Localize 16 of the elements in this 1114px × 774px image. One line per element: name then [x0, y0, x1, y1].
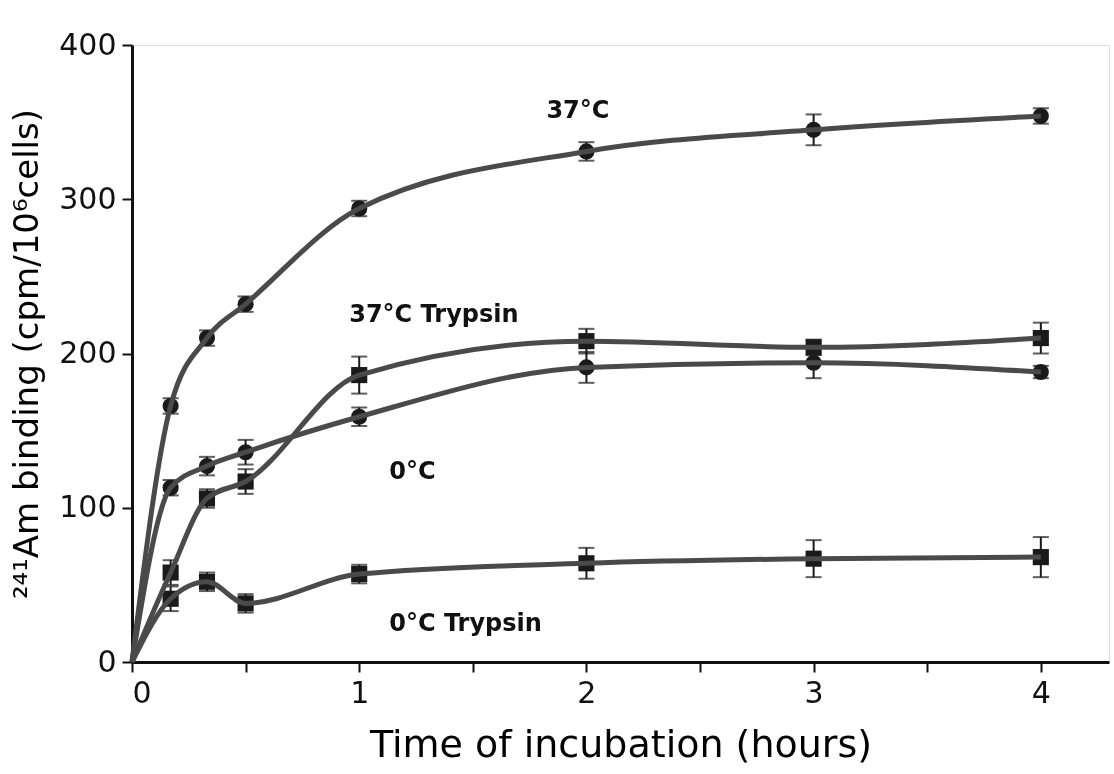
y-tick-label: 400: [59, 26, 117, 62]
series-label: 0°C Trypsin: [389, 609, 542, 638]
x-tick-label: 1: [350, 674, 370, 710]
y-tick-label: 200: [59, 335, 117, 370]
x-axis-title: Time of incubation (hours): [368, 721, 873, 766]
y-tick-label: 100: [59, 489, 117, 525]
y-tick-label: 300: [59, 180, 117, 216]
x-tick-label: 3: [804, 674, 824, 710]
series-label: 37°C Trypsin: [349, 300, 519, 329]
x-tick-label: 2: [577, 674, 597, 710]
y-tick-label: 0: [97, 643, 117, 679]
x-tick-label: 0: [132, 674, 152, 710]
x-tick-label: 4: [1031, 674, 1051, 710]
series-label: 37°C: [546, 96, 610, 125]
series-label: 0°C: [389, 456, 436, 485]
y-axis-title: ²⁴¹Am binding (cpm/10⁶cells): [6, 108, 47, 600]
